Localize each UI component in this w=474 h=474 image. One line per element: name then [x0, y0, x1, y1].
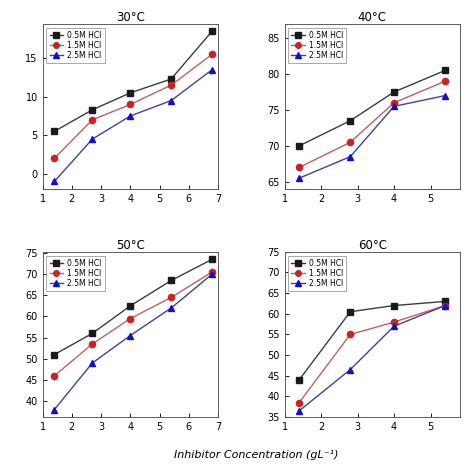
Legend: 0.5M HCl, 1.5M HCl, 2.5M HCl: 0.5M HCl, 1.5M HCl, 2.5M HCl — [288, 255, 346, 291]
Line: 1.5M HCl: 1.5M HCl — [296, 78, 448, 171]
Line: 1.5M HCl: 1.5M HCl — [51, 269, 215, 379]
Line: 1.5M HCl: 1.5M HCl — [296, 302, 448, 406]
0.5M HCl — [128, 90, 133, 96]
1.5M HCl — [128, 101, 133, 107]
1.5M HCl — [442, 303, 448, 309]
2.5M HCl — [168, 98, 174, 103]
2.5M HCl — [52, 179, 57, 184]
1.5M HCl — [168, 294, 174, 300]
1.5M HCl — [391, 319, 397, 325]
1.5M HCl — [52, 373, 57, 379]
Legend: 0.5M HCl, 1.5M HCl, 2.5M HCl: 0.5M HCl, 1.5M HCl, 2.5M HCl — [46, 27, 105, 63]
0.5M HCl — [442, 68, 448, 73]
2.5M HCl — [209, 67, 215, 73]
Line: 0.5M HCl: 0.5M HCl — [51, 28, 215, 135]
Title: 50°C: 50°C — [116, 239, 145, 252]
0.5M HCl — [296, 143, 302, 149]
Legend: 0.5M HCl, 1.5M HCl, 2.5M HCl: 0.5M HCl, 1.5M HCl, 2.5M HCl — [46, 255, 105, 291]
2.5M HCl — [168, 305, 174, 311]
1.5M HCl — [442, 78, 448, 84]
Line: 1.5M HCl: 1.5M HCl — [51, 51, 215, 162]
0.5M HCl — [296, 377, 302, 383]
Title: 40°C: 40°C — [358, 11, 387, 24]
2.5M HCl — [90, 136, 95, 142]
1.5M HCl — [90, 341, 95, 347]
1.5M HCl — [128, 316, 133, 321]
2.5M HCl — [128, 113, 133, 119]
1.5M HCl — [347, 139, 353, 145]
1.5M HCl — [296, 164, 302, 170]
0.5M HCl — [391, 89, 397, 95]
2.5M HCl — [347, 154, 353, 160]
Line: 2.5M HCl: 2.5M HCl — [296, 92, 448, 182]
Title: 30°C: 30°C — [116, 11, 145, 24]
Line: 2.5M HCl: 2.5M HCl — [51, 67, 215, 184]
2.5M HCl — [296, 175, 302, 181]
Text: Inhibitor Concentration (gL⁻¹): Inhibitor Concentration (gL⁻¹) — [173, 450, 338, 460]
0.5M HCl — [209, 256, 215, 262]
1.5M HCl — [209, 269, 215, 275]
Title: 60°C: 60°C — [358, 239, 387, 252]
Line: 0.5M HCl: 0.5M HCl — [296, 67, 448, 149]
2.5M HCl — [296, 408, 302, 414]
Line: 2.5M HCl: 2.5M HCl — [296, 302, 448, 414]
Line: 2.5M HCl: 2.5M HCl — [51, 271, 215, 413]
2.5M HCl — [442, 303, 448, 309]
0.5M HCl — [209, 28, 215, 34]
1.5M HCl — [347, 332, 353, 337]
2.5M HCl — [347, 367, 353, 373]
2.5M HCl — [90, 360, 95, 366]
1.5M HCl — [52, 155, 57, 161]
1.5M HCl — [296, 400, 302, 405]
2.5M HCl — [391, 103, 397, 109]
1.5M HCl — [209, 52, 215, 57]
0.5M HCl — [347, 309, 353, 315]
2.5M HCl — [128, 333, 133, 338]
0.5M HCl — [168, 278, 174, 283]
0.5M HCl — [90, 330, 95, 336]
0.5M HCl — [442, 299, 448, 304]
Line: 0.5M HCl: 0.5M HCl — [296, 298, 448, 383]
0.5M HCl — [90, 107, 95, 113]
2.5M HCl — [391, 323, 397, 329]
2.5M HCl — [442, 93, 448, 99]
0.5M HCl — [391, 303, 397, 309]
0.5M HCl — [347, 118, 353, 124]
Legend: 0.5M HCl, 1.5M HCl, 2.5M HCl: 0.5M HCl, 1.5M HCl, 2.5M HCl — [288, 27, 346, 63]
1.5M HCl — [168, 82, 174, 88]
1.5M HCl — [391, 100, 397, 106]
0.5M HCl — [128, 303, 133, 309]
Line: 0.5M HCl: 0.5M HCl — [51, 256, 215, 358]
2.5M HCl — [52, 407, 57, 412]
0.5M HCl — [52, 352, 57, 357]
0.5M HCl — [168, 76, 174, 82]
1.5M HCl — [90, 117, 95, 123]
2.5M HCl — [209, 271, 215, 277]
0.5M HCl — [52, 128, 57, 134]
